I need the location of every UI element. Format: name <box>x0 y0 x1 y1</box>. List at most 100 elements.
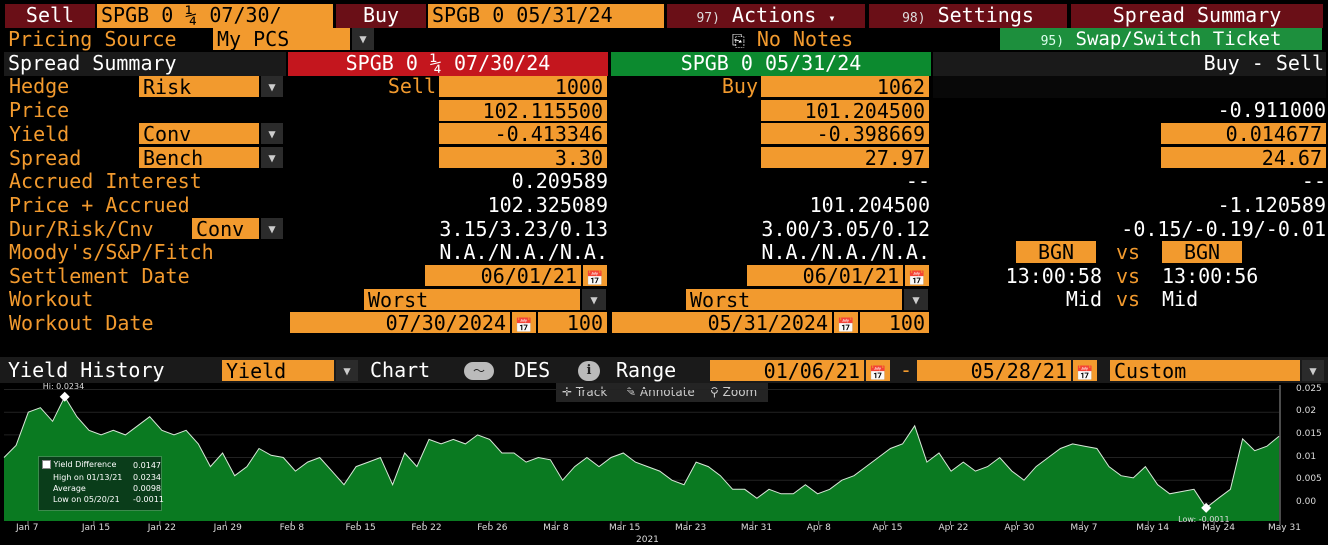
buy-dur-value: 3.00/3.05/0.12 <box>761 218 930 241</box>
low-marker <box>1201 502 1212 513</box>
x-tick-label: May 31 <box>1268 523 1301 533</box>
spread-select[interactable]: Bench <box>139 147 259 168</box>
legend-title-value: 0.0147 <box>133 461 161 470</box>
range-separator: - <box>899 359 913 382</box>
crosshair-icon: ✛ <box>562 385 573 399</box>
no-notes-button[interactable]: ⎘ No Notes <box>732 28 854 51</box>
chevron-down-icon[interactable]: ▼ <box>336 360 358 381</box>
x-tick-label: Feb 15 <box>345 523 376 533</box>
y-tick-label: 0.01 <box>1296 451 1317 462</box>
sell-yield-input[interactable]: -0.413346 <box>439 123 607 144</box>
series-area <box>4 396 1279 521</box>
price-label: Price <box>9 99 70 122</box>
sell-spread-input[interactable]: 3.30 <box>439 147 607 168</box>
chart-tools: ✛ Track ✎ Annotate ⚲ Zoom <box>556 383 768 402</box>
calendar-icon[interactable]: 📅 <box>905 265 929 286</box>
sell-price-accrued-value: 102.325089 <box>487 194 608 217</box>
buy-workout-select[interactable]: Worst <box>686 289 902 310</box>
yield-label: Yield <box>9 123 70 146</box>
x-tick-label: Jan 7 <box>16 523 39 533</box>
sell-workout-date-input[interactable]: 07/30/2024 <box>290 312 510 333</box>
buy-price-input[interactable]: 101.204500 <box>761 100 929 121</box>
y-tick-label: 0.015 <box>1296 428 1322 439</box>
buy-quantity-input[interactable]: 1062 <box>761 76 929 97</box>
bgn-left-source[interactable]: BGN <box>1016 241 1096 263</box>
x-tick-label: Feb 22 <box>411 523 442 533</box>
buy-yield-input[interactable]: -0.398669 <box>761 123 929 144</box>
range-end-input[interactable]: 05/28/21 <box>917 360 1071 381</box>
calendar-icon[interactable]: 📅 <box>512 312 536 333</box>
chevron-down-icon[interactable]: ▼ <box>352 28 374 50</box>
bgn-right-source[interactable]: BGN <box>1162 241 1242 263</box>
sell-security-header: SPGB 0 ¼ 07/30/24 <box>288 52 608 76</box>
spread-summary-button[interactable]: Spread Summary <box>1071 4 1323 28</box>
period-select[interactable]: Custom <box>1110 360 1300 381</box>
zoom-tool[interactable]: ⚲ Zoom <box>710 385 758 399</box>
chevron-down-icon[interactable]: ▼ <box>261 76 283 97</box>
diff-price-accrued-value: -1.120589 <box>1217 194 1326 217</box>
diff-yield-input[interactable]: 0.014677 <box>1161 123 1326 144</box>
buy-spread-input[interactable]: 27.97 <box>761 147 929 168</box>
x-tick-label: Feb 26 <box>477 523 508 533</box>
accrued-interest-label: Accrued Interest <box>9 170 202 193</box>
legend-high-value: 0.0234 <box>133 473 161 482</box>
sell-price-input[interactable]: 102.115500 <box>439 100 607 121</box>
swap-switch-ticket-button[interactable]: 95) Swap/Switch Ticket <box>1000 28 1322 50</box>
calendar-icon[interactable]: 📅 <box>834 312 858 333</box>
note-icon: ⎘ <box>732 31 745 50</box>
sell-settlement-input[interactable]: 06/01/21 <box>425 265 581 286</box>
history-toolbar <box>0 357 1328 383</box>
chart-legend: Yield Difference 0.0147 High on 01/13/21… <box>38 456 164 511</box>
series-line <box>3 395 1280 509</box>
yield-select[interactable]: Conv <box>139 123 259 144</box>
yield-history-chart[interactable]: Hi: 0.0234 Low: -0.0011 <box>0 383 1328 544</box>
chevron-down-icon[interactable]: ▼ <box>261 218 283 239</box>
chevron-down-icon[interactable]: ▼ <box>904 289 928 310</box>
sell-button[interactable]: Sell <box>5 4 95 28</box>
buy-workout-date-input[interactable]: 05/31/2024 <box>612 312 832 333</box>
dur-risk-cnv-label: Dur/Risk/Cnv <box>9 218 154 241</box>
x-tick-label: May 14 <box>1136 523 1170 533</box>
dur-select[interactable]: Conv <box>192 218 259 239</box>
actions-menu[interactable]: 97) Actions ▾ <box>667 4 865 28</box>
buy-settlement-input[interactable]: 06/01/21 <box>747 265 903 286</box>
settings-button[interactable]: 98) Settings <box>869 4 1067 28</box>
magnifier-icon: ⚲ <box>710 385 719 399</box>
sell-accrued-value: 0.209589 <box>511 170 608 193</box>
x-tick-label: Jan 15 <box>81 523 111 533</box>
pricing-source-select[interactable]: My PCS <box>213 28 350 50</box>
chart-button[interactable]: Chart <box>370 359 431 382</box>
buy-button[interactable]: Buy <box>336 4 426 28</box>
diff-spread-input[interactable]: 24.67 <box>1161 147 1326 168</box>
price-accrued-label: Price + Accrued <box>9 194 190 217</box>
sell-workout-select[interactable]: Worst <box>364 289 580 310</box>
history-field-select[interactable]: Yield <box>222 360 334 381</box>
hi-label: Hi: 0.0234 <box>43 383 84 391</box>
chart-toggle-icon[interactable]: 〜 <box>464 362 494 380</box>
chevron-down-icon[interactable]: ▼ <box>582 289 606 310</box>
annotate-tool[interactable]: ✎ Annotate <box>626 385 695 399</box>
x-tick-label: Feb 8 <box>279 523 305 533</box>
buy-accrued-value: -- <box>905 170 930 193</box>
sell-security-input[interactable]: SPGB 0 ¼ 07/30/ <box>97 4 333 28</box>
vs-label: vs <box>1115 241 1141 264</box>
mid-left: Mid <box>1065 288 1102 311</box>
diff-empty-row <box>933 76 1326 98</box>
sell-quantity-input[interactable]: 1000 <box>439 76 607 97</box>
des-button[interactable]: DES <box>514 359 551 382</box>
hedge-select[interactable]: Risk <box>139 76 259 97</box>
calendar-icon[interactable]: 📅 <box>1073 360 1097 381</box>
chevron-down-icon[interactable]: ▼ <box>1302 360 1324 381</box>
x-tick-label: Jan 29 <box>213 523 242 533</box>
buy-workout-price-input[interactable]: 100 <box>860 312 929 333</box>
buy-security-input[interactable]: SPGB 0 05/31/24 <box>428 4 664 28</box>
track-tool[interactable]: ✛ Track <box>562 385 608 399</box>
hi-marker <box>59 391 70 402</box>
calendar-icon[interactable]: 📅 <box>866 360 890 381</box>
info-icon[interactable]: i <box>578 361 600 381</box>
chevron-down-icon[interactable]: ▼ <box>261 123 283 144</box>
range-start-input[interactable]: 01/06/21 <box>710 360 864 381</box>
sell-workout-price-input[interactable]: 100 <box>538 312 607 333</box>
calendar-icon[interactable]: 📅 <box>583 265 607 286</box>
chevron-down-icon[interactable]: ▼ <box>261 147 283 168</box>
